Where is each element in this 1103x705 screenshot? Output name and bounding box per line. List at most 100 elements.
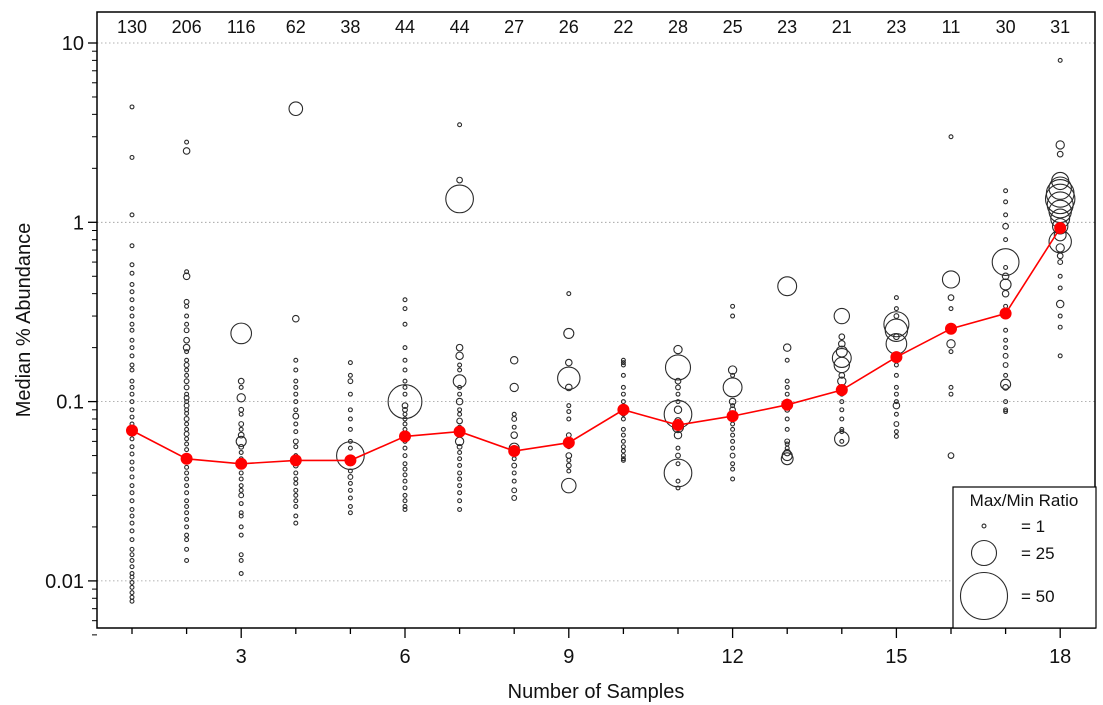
- bubble-point: [129, 579, 135, 585]
- bubble-point: [557, 366, 581, 390]
- bubble-point: [238, 513, 244, 519]
- median-point: [453, 425, 466, 438]
- bubble-layer: [129, 57, 1076, 604]
- bubble-point: [129, 104, 135, 110]
- bubble-point: [288, 101, 304, 117]
- median-point: [835, 384, 848, 397]
- bubble-point: [129, 289, 135, 295]
- bubble-point: [184, 441, 190, 447]
- bubble-point: [238, 510, 244, 516]
- bubble-point: [184, 447, 190, 453]
- bubble-point: [457, 391, 463, 397]
- bubble-point: [347, 445, 353, 451]
- bubble-point: [457, 498, 463, 504]
- count-label: 44: [450, 17, 470, 37]
- bubble-point: [129, 353, 135, 359]
- bubble-point: [293, 421, 299, 427]
- bubble-point: [129, 243, 135, 249]
- bubble-point: [129, 399, 135, 405]
- bubble-point: [402, 321, 408, 327]
- bubble-point: [948, 134, 954, 140]
- bubble-point: [948, 349, 954, 355]
- bubble-point: [1055, 140, 1065, 150]
- bubble-point: [183, 378, 190, 385]
- bubble-point: [563, 327, 575, 339]
- bubble-point: [129, 327, 135, 333]
- bubble-point: [347, 360, 353, 366]
- bubble-point: [184, 313, 190, 319]
- bubble-point: [184, 537, 190, 543]
- bubble-point: [402, 357, 408, 363]
- median-point: [344, 454, 357, 467]
- bubble-point: [620, 416, 626, 422]
- y-axis-title: Median % Abundance: [13, 223, 35, 418]
- median-point: [999, 307, 1012, 320]
- bubble-point: [402, 507, 408, 513]
- top-count-labels: 130 206 116 62 38 44 44 27 26 22 28 25 23 21 23 11 30 31: [117, 17, 1070, 37]
- bubble-point: [566, 403, 572, 409]
- bubble-point: [184, 321, 190, 327]
- count-label: 44: [395, 17, 415, 37]
- bubble-point: [347, 391, 353, 397]
- median-point: [126, 424, 138, 437]
- bubble-point: [620, 432, 626, 438]
- bubble-point: [456, 443, 463, 450]
- median-point: [562, 436, 575, 449]
- median-point: [399, 430, 411, 443]
- bubble-point: [893, 421, 900, 427]
- bubble-point: [129, 451, 135, 457]
- bubble-point: [129, 391, 135, 397]
- bubble-point: [129, 362, 135, 368]
- bubble-point: [347, 495, 353, 501]
- bubble-point: [293, 399, 299, 405]
- bubble-point: [293, 444, 299, 450]
- bubble-point: [730, 445, 736, 451]
- bubble-point: [457, 384, 463, 390]
- bubble-point: [674, 377, 682, 385]
- bubble-point: [129, 528, 135, 534]
- bubble-point: [401, 402, 409, 409]
- median-point: [180, 452, 193, 465]
- x-tick-label: 15: [885, 646, 907, 668]
- bubble-point: [1003, 399, 1009, 405]
- bubble-point: [1055, 243, 1065, 253]
- bubble-point: [402, 421, 408, 427]
- count-label: 25: [723, 17, 743, 37]
- bubble-point: [565, 462, 572, 469]
- median-point: [1054, 221, 1067, 234]
- bubble-point: [1003, 409, 1009, 415]
- bubble-point: [293, 504, 299, 509]
- bubble-point: [1057, 313, 1063, 319]
- bubble-point: [1056, 252, 1064, 260]
- bubble-point: [236, 393, 246, 403]
- bubble-point: [1057, 57, 1063, 63]
- bubble-point: [511, 470, 517, 476]
- bubble-point: [293, 378, 299, 384]
- bubble-point: [129, 490, 135, 496]
- bubble-point: [1003, 212, 1009, 218]
- bubble-point: [293, 470, 299, 476]
- bubble-point: [784, 438, 791, 445]
- bubble-point: [564, 383, 573, 392]
- legend-symbol: [959, 571, 1009, 621]
- bubble-point: [129, 414, 135, 420]
- bubble-point: [663, 458, 693, 488]
- bubble-point: [838, 372, 846, 379]
- bubble-point: [1003, 327, 1009, 333]
- bubble-point: [129, 345, 135, 351]
- bubble-point: [184, 436, 190, 442]
- bubble-point: [457, 470, 463, 476]
- bubble-point: [947, 294, 955, 302]
- bubble-point: [129, 436, 135, 442]
- bubble-point: [129, 557, 135, 563]
- bubble-point: [1003, 337, 1009, 343]
- bubble-point: [402, 461, 408, 467]
- bubble-point: [387, 384, 423, 420]
- bubble-point: [620, 399, 626, 405]
- bubble-point: [402, 306, 408, 312]
- legend: Max/Min Ratio = 1 = 25 = 50: [952, 486, 1097, 629]
- bubble-point: [347, 468, 353, 474]
- bubble-point: [347, 480, 353, 486]
- bubble-point: [839, 407, 845, 413]
